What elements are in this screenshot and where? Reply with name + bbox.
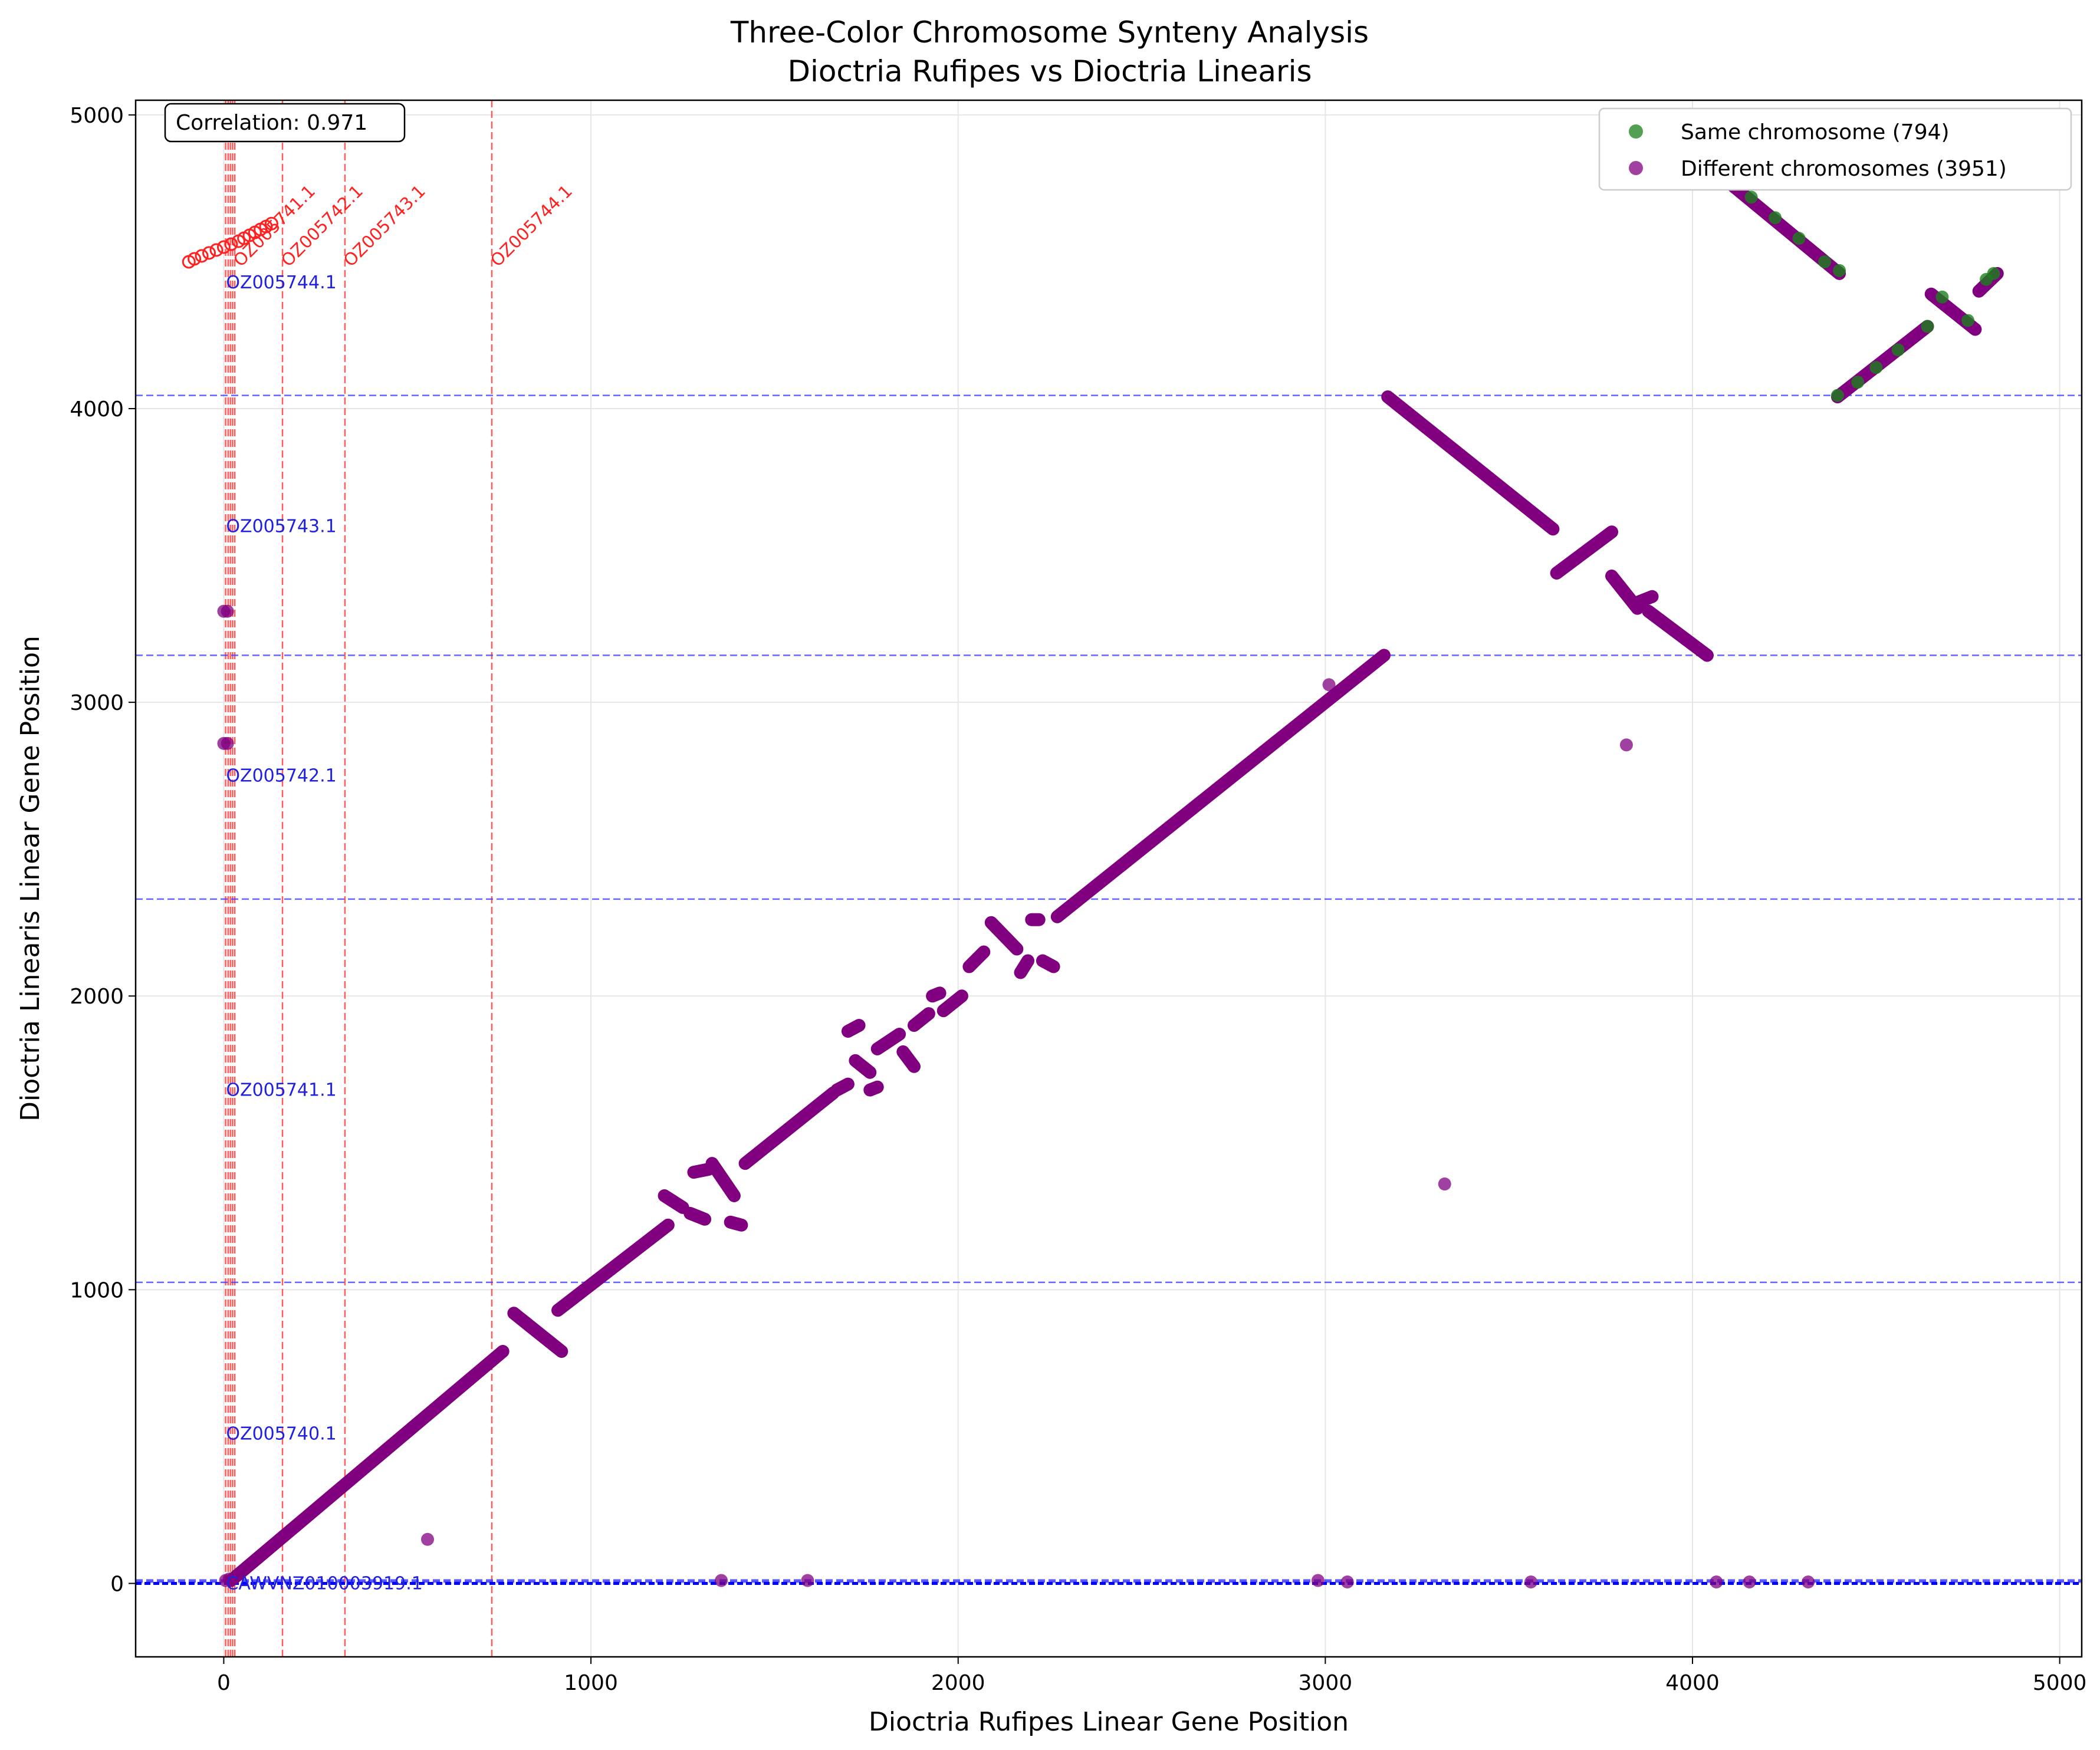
data-point-same xyxy=(1818,255,1832,268)
chart-subtitle: Dioctria Rufipes vs Dioctria Linearis xyxy=(787,54,1312,88)
data-point-different xyxy=(221,736,234,750)
axis-ticks: 0 1000 2000 3000 4000 5000 0 1000 2000 3000 4000 50… xyxy=(70,104,2086,1695)
y-tick-label: 3000 xyxy=(70,691,124,715)
legend-label-different: Different chromosomes (3951) xyxy=(1681,157,2007,181)
data-point-different xyxy=(801,1574,814,1587)
x-tick-label: 5000 xyxy=(2033,1671,2087,1695)
chromosome-boundary-lines xyxy=(136,100,2082,1657)
synteny-block xyxy=(683,1206,712,1226)
synteny-block xyxy=(507,1307,568,1358)
data-point-different xyxy=(715,1574,728,1587)
chromosome-label-cluster-marker xyxy=(224,237,238,251)
data-point-different xyxy=(1524,1575,1538,1588)
data-point-different xyxy=(1619,738,1633,752)
data-point-same xyxy=(1833,264,1846,277)
data-point-same xyxy=(1921,320,1934,333)
synteny-block xyxy=(870,1028,906,1055)
data-point-same xyxy=(1935,290,1949,304)
plot-area: OZ005741.1 OZ005742.1 OZ005743.1 OZ005744.1… xyxy=(134,99,2083,1658)
legend: Same chromosome (794) Different chromoso… xyxy=(1598,107,2072,191)
x-axis-title: Dioctria Rufipes Linear Gene Position xyxy=(869,1707,1349,1737)
synteny-block xyxy=(1036,954,1060,973)
y-tick-label: 2000 xyxy=(70,985,124,1009)
synteny-block xyxy=(863,1080,884,1097)
data-point-different xyxy=(1710,1575,1723,1588)
synteny-block xyxy=(926,986,947,1003)
y-tick-label: 1000 xyxy=(70,1278,124,1302)
y-tick-label: 4000 xyxy=(70,397,124,422)
synteny-block xyxy=(962,945,991,973)
data-point-different xyxy=(222,1573,236,1585)
x-tick-label: 4000 xyxy=(1665,1671,1720,1695)
data-point-different xyxy=(1743,1575,1756,1588)
chromosome-label-cluster-marker xyxy=(195,249,209,263)
legend-box xyxy=(1598,107,2072,191)
correlation-text: Correlation: 0.971 xyxy=(176,111,367,135)
data-point-same xyxy=(1769,211,1782,225)
synteny-block xyxy=(724,1215,748,1232)
y-axis-title: Dioctria Linearis Linear Gene Position xyxy=(15,636,45,1121)
data-point-different xyxy=(1311,1574,1325,1587)
data-point-same xyxy=(1792,232,1806,245)
blue-chromosome-label: OZ005741.1 xyxy=(226,1080,336,1101)
synteny-block xyxy=(896,1045,921,1073)
synteny-block xyxy=(936,989,968,1018)
chromosome-label-cluster-marker xyxy=(202,246,216,260)
data-point-different xyxy=(221,604,234,618)
chromosome-label-cluster-marker xyxy=(264,216,278,231)
y-tick-label: 0 xyxy=(110,1572,124,1596)
synteny-block xyxy=(738,1086,840,1170)
x-tick-label: 3000 xyxy=(1299,1671,1353,1695)
synteny-block xyxy=(1642,604,1714,662)
blue-chromosome-label: OZ005744.1 xyxy=(226,272,336,293)
x-tick-label: 1000 xyxy=(564,1671,618,1695)
data-point-same xyxy=(1869,361,1883,374)
chromosome-label-cluster-marker xyxy=(209,243,224,257)
data-point-different xyxy=(1802,1575,1815,1588)
data-point-same xyxy=(1830,389,1844,402)
chart-title: Three-Color Chromosome Synteny Analysis xyxy=(730,15,1369,50)
correlation-box xyxy=(164,103,406,143)
data-point-different xyxy=(421,1532,434,1546)
data-point-same xyxy=(1744,190,1758,204)
synteny-block xyxy=(687,1163,715,1179)
synteny-block xyxy=(224,1344,510,1587)
data-point-different xyxy=(1322,678,1336,692)
x-tick-label: 2000 xyxy=(931,1671,985,1695)
data-point-same xyxy=(1851,376,1865,389)
data-point-different xyxy=(1340,1575,1354,1588)
data-point-same xyxy=(1891,343,1905,357)
synteny-block xyxy=(1631,590,1659,609)
synteny-block xyxy=(551,1218,675,1317)
legend-label-same: Same chromosome (794) xyxy=(1681,120,1950,144)
synteny-block xyxy=(908,1007,935,1032)
plot-frame xyxy=(134,99,2083,1658)
y-tick-label: 5000 xyxy=(70,104,124,128)
legend-marker-different xyxy=(1629,161,1643,175)
blue-chromosome-label: OZ005740.1 xyxy=(226,1423,336,1444)
synteny-block xyxy=(984,916,1024,956)
synteny-block xyxy=(1550,525,1619,580)
correlation-annotation: Correlation: 0.971 xyxy=(164,103,406,143)
synteny-block xyxy=(658,1189,689,1214)
synteny-block xyxy=(830,1077,855,1097)
data-point-different xyxy=(1438,1177,1451,1191)
synteny-block xyxy=(849,1054,877,1079)
data-points xyxy=(217,167,2004,1588)
x-tick-label: 0 xyxy=(217,1671,231,1695)
synteny-block xyxy=(1050,649,1391,923)
blue-chromosome-label: CAWVNZ010003919.1 xyxy=(226,1573,422,1594)
chromosome-label-cluster-marker xyxy=(216,240,231,254)
data-point-same xyxy=(1961,314,1974,327)
legend-marker-same xyxy=(1629,124,1643,139)
data-point-same xyxy=(1987,267,2000,280)
synteny-block xyxy=(841,1019,866,1038)
chromosome-label-cluster-marker xyxy=(188,252,202,266)
synteny-block xyxy=(1014,954,1035,979)
blue-chromosome-label: OZ005742.1 xyxy=(226,766,336,787)
blue-chromosome-label: OZ005743.1 xyxy=(226,516,336,537)
synteny-block xyxy=(705,1157,741,1202)
synteny-block xyxy=(1381,390,1560,536)
